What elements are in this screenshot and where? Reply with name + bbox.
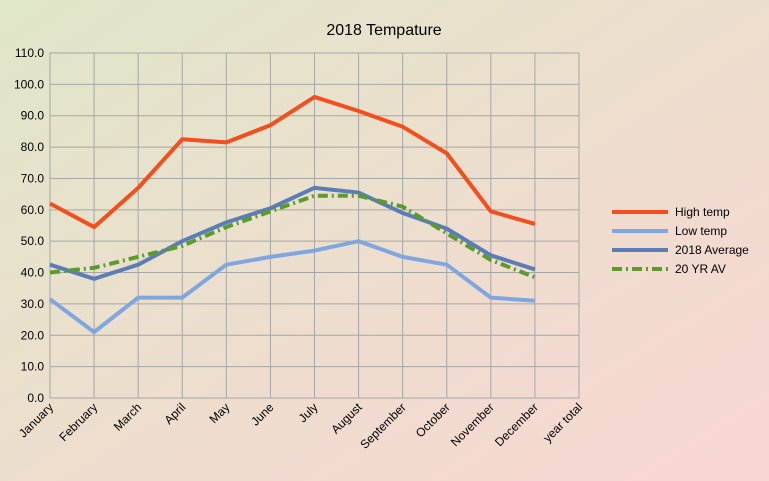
y-tick-label: 10.0 bbox=[21, 360, 45, 374]
y-tick-label: 20.0 bbox=[21, 328, 45, 342]
series-line bbox=[49, 185, 536, 281]
y-tick-label: 100.0 bbox=[14, 77, 44, 91]
legend-label: High temp bbox=[675, 205, 730, 219]
y-tick-label: 50.0 bbox=[21, 234, 45, 248]
y-tick-label: 40.0 bbox=[21, 266, 45, 280]
y-tick-label: 0.0 bbox=[27, 391, 44, 405]
series-line bbox=[49, 193, 536, 280]
series-line bbox=[49, 94, 536, 230]
y-tick-label: 80.0 bbox=[21, 140, 45, 154]
legend-label: 2018 Average bbox=[675, 243, 749, 257]
series-line bbox=[48, 239, 536, 335]
y-tick-label: 110.0 bbox=[15, 46, 44, 60]
plot-border bbox=[49, 52, 580, 399]
y-tick-label: 60.0 bbox=[21, 203, 45, 217]
y-tick-label: 90.0 bbox=[21, 109, 45, 123]
y-tick-label: 30.0 bbox=[21, 297, 45, 311]
legend-label: 20 YR AV bbox=[675, 262, 726, 276]
chart-title: 2018 Tempature bbox=[326, 22, 441, 39]
y-tick-label: 70.0 bbox=[21, 171, 45, 185]
legend-label: Low temp bbox=[675, 224, 727, 238]
